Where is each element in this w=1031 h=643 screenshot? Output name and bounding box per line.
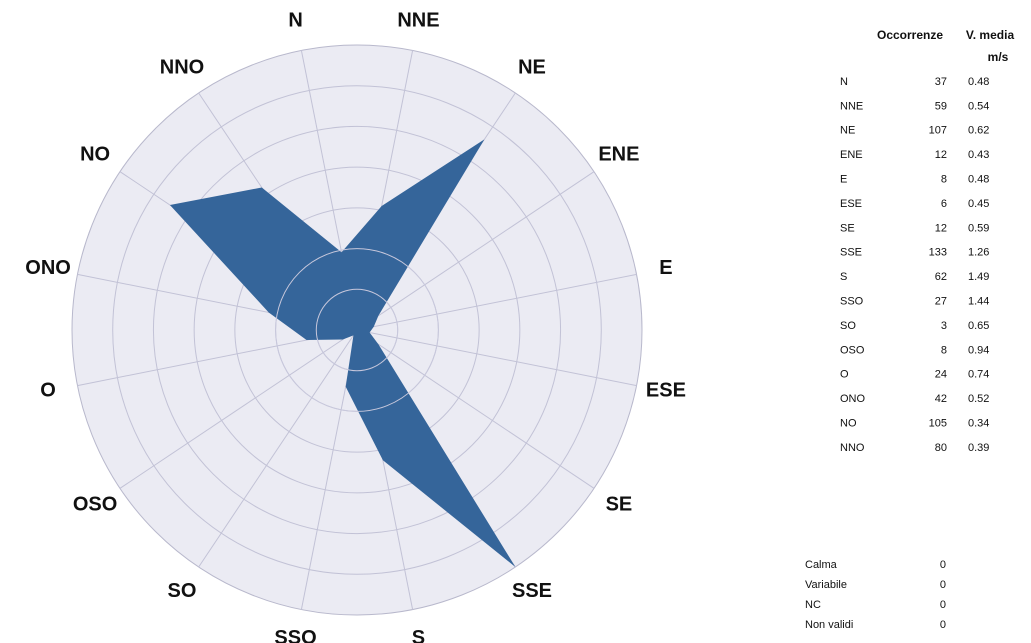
- occurrence-value: 6: [941, 198, 947, 210]
- spoke: [356, 329, 637, 387]
- speed-value: 0.45: [968, 198, 989, 210]
- unit-label: m/s: [988, 50, 1009, 64]
- speed-value: 0.52: [968, 393, 989, 405]
- other-value: 0: [940, 579, 946, 591]
- speed-value: 0.62: [968, 125, 989, 137]
- row-label: SE: [840, 222, 855, 234]
- spoke: [119, 329, 358, 489]
- direction-label: NO: [80, 143, 110, 165]
- other-label: Calma: [805, 559, 838, 571]
- speed-value: 0.43: [968, 149, 989, 161]
- speed-value: 0.54: [968, 100, 989, 112]
- speed-value: 0.34: [968, 418, 989, 430]
- other-label: NC: [805, 599, 821, 611]
- occurrence-value: 37: [935, 76, 947, 88]
- ring: [112, 85, 602, 575]
- direction-label: ONO: [25, 257, 71, 279]
- direction-label: SSO: [274, 627, 316, 643]
- row-label: O: [840, 369, 849, 381]
- other-value: 0: [940, 619, 946, 631]
- occurrence-value: 12: [935, 222, 947, 234]
- speed-value: 0.48: [968, 76, 989, 88]
- speed-value: 0.39: [968, 442, 989, 454]
- occurrence-value: 8: [941, 344, 947, 356]
- direction-label: O: [40, 380, 56, 402]
- row-label: NNO: [840, 442, 865, 454]
- direction-label: N: [288, 9, 302, 31]
- row-label: SSO: [840, 296, 864, 308]
- ring: [193, 166, 521, 494]
- direction-label: S: [412, 627, 425, 643]
- row-label: OSO: [840, 344, 865, 356]
- occurrence-value: 8: [941, 174, 947, 186]
- series-area: [169, 139, 516, 567]
- occurrence-value: 3: [941, 320, 947, 332]
- direction-label: NNE: [397, 9, 439, 31]
- speed-value: 1.44: [968, 296, 989, 308]
- speed-value: 0.74: [968, 369, 989, 381]
- direction-label: E: [659, 257, 672, 279]
- row-label: ESE: [840, 198, 862, 210]
- spoke: [198, 329, 358, 568]
- column-header: Occorrenze: [877, 28, 943, 42]
- spoke: [356, 273, 637, 331]
- ring: [275, 248, 439, 412]
- spoke: [356, 171, 595, 331]
- speed-value: 1.49: [968, 271, 989, 283]
- other-label: Non validi: [805, 619, 853, 631]
- ring: [152, 125, 562, 535]
- direction-label: SO: [168, 580, 197, 602]
- occurrence-value: 42: [935, 393, 947, 405]
- row-label: NE: [840, 125, 855, 137]
- direction-label: NE: [518, 56, 546, 78]
- speed-value: 0.65: [968, 320, 989, 332]
- occurrence-value: 12: [935, 149, 947, 161]
- occurrence-value: 105: [929, 418, 947, 430]
- other-label: Variabile: [805, 579, 847, 591]
- occurrence-value: 80: [935, 442, 947, 454]
- occurrence-value: 107: [929, 125, 947, 137]
- row-label: NNE: [840, 100, 863, 112]
- other-value: 0: [940, 599, 946, 611]
- row-label: S: [840, 271, 847, 283]
- direction-label: ESE: [646, 380, 686, 402]
- row-label: E: [840, 174, 847, 186]
- other-value: 0: [940, 559, 946, 571]
- column-header: V. media: [966, 28, 1015, 42]
- occurrence-value: 133: [929, 247, 947, 259]
- direction-label: NNO: [160, 56, 204, 78]
- direction-label: ENE: [598, 143, 639, 165]
- occurrence-value: 24: [935, 369, 947, 381]
- speed-value: 1.26: [968, 247, 989, 259]
- row-label: ONO: [840, 393, 866, 405]
- direction-label: SE: [606, 493, 633, 515]
- direction-label: SSE: [512, 580, 552, 602]
- ring: [234, 207, 480, 453]
- speed-value: 0.48: [968, 174, 989, 186]
- occurrence-value: 59: [935, 100, 947, 112]
- occurrence-value: 27: [935, 296, 947, 308]
- row-label: SSE: [840, 247, 862, 259]
- speed-value: 0.59: [968, 222, 989, 234]
- row-label: NO: [840, 418, 857, 430]
- ring: [315, 288, 399, 372]
- row-label: ENE: [840, 149, 863, 161]
- row-label: SO: [840, 320, 856, 332]
- occurrence-value: 62: [935, 271, 947, 283]
- direction-label: OSO: [73, 493, 117, 515]
- spoke: [356, 329, 595, 489]
- speed-value: 0.94: [968, 344, 989, 356]
- row-label: N: [840, 76, 848, 88]
